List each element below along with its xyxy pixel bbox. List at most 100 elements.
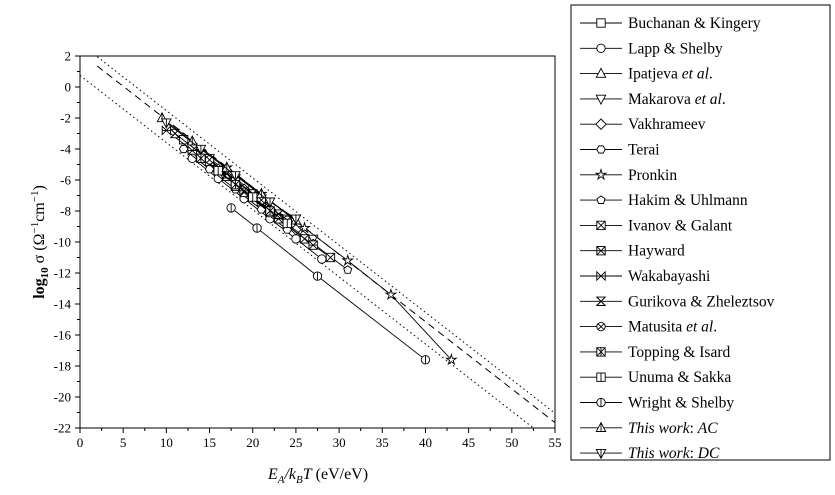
legend-label: This work: DC: [628, 445, 720, 462]
data-point: [312, 271, 323, 281]
legend-label: Vakhrameev: [628, 116, 706, 133]
legend-box: [570, 4, 831, 461]
y-tick-label: -14: [54, 297, 72, 312]
legend-entry: This work: DC: [580, 445, 720, 462]
legend-marker: [595, 296, 607, 306]
data-point: [226, 203, 236, 213]
y-tick-label: -16: [54, 328, 72, 343]
data-point: [196, 153, 206, 163]
dotted-reference-line: [96, 56, 555, 414]
legend-label: Pronkin: [628, 167, 677, 184]
legend-marker: [595, 118, 607, 131]
data-point: [308, 240, 318, 250]
data-point: [343, 265, 353, 274]
y-tick-label: 0: [65, 80, 72, 95]
legend-entry: Pronkin: [580, 167, 677, 184]
x-axis-ticks: 0 5 10 15 20 25 30 35 40 45 50 55: [77, 428, 562, 450]
legend-marker: [595, 421, 607, 432]
legend-label: Terai: [628, 142, 660, 159]
y-axis-title: log10 σ (Ω−1cm−1): [29, 185, 51, 299]
x-tick-label: 15: [203, 435, 216, 450]
legend-marker: [596, 270, 606, 282]
y-tick-label: 2: [65, 49, 72, 64]
legend-marker: [596, 220, 606, 231]
series-15: [226, 203, 431, 365]
x-tick-label: 45: [462, 435, 475, 450]
legend: Buchanan & Kingery Lapp & Shelby Ipatjeva …: [580, 15, 775, 462]
y-tick-label: -8: [60, 204, 71, 219]
x-tick-label: 5: [120, 435, 127, 450]
data-point: [213, 166, 223, 176]
data-point: [195, 144, 207, 156]
y-tick-label: -22: [54, 421, 71, 436]
data-point: [291, 234, 301, 244]
legend-marker: [596, 18, 606, 28]
legend-label: Lapp & Shelby: [628, 40, 723, 57]
legend-marker: [596, 195, 606, 204]
legend-entry: This work: AC: [580, 420, 718, 437]
x-tick-label: 35: [376, 435, 389, 450]
legend-label: Wright & Shelby: [628, 395, 734, 412]
series-line: [230, 207, 426, 361]
legend-entry: Hakim & Uhlmann: [580, 192, 748, 209]
series-17: [160, 118, 302, 225]
y-axis-ticks: 2 0 -2 -4 -6 -8 -10 -12 -14 -16 -18 -20 -22: [54, 49, 80, 436]
legend-marker: [596, 372, 606, 382]
legend-entry: Hayward: [580, 243, 685, 260]
legend-label: Topping & Isard: [628, 344, 730, 361]
legend-label: Buchanan & Kingery: [628, 15, 761, 32]
x-tick-label: 20: [246, 435, 259, 450]
legend-entry: Lapp & Shelby: [580, 40, 723, 57]
data-point: [325, 252, 336, 263]
x-tick-label: 40: [419, 435, 432, 450]
y-tick-label: -4: [60, 142, 71, 157]
data-point: [264, 197, 276, 208]
data-point: [341, 253, 355, 267]
data-point: [160, 118, 172, 129]
legend-label: Wakabayashi: [628, 268, 711, 285]
legend-label: Hakim & Uhlmann: [628, 192, 748, 209]
legend-marker: [594, 168, 608, 181]
legend-entry: Buchanan & Kingery: [580, 15, 761, 32]
legend-marker: [595, 448, 607, 460]
x-axis-title: EA/kBT (eV/eV): [267, 466, 368, 486]
legend-marker: [596, 246, 606, 256]
legend-entry: Matusita et al.: [580, 319, 717, 336]
data-point: [230, 171, 241, 182]
y-tick-label: -6: [60, 173, 71, 188]
x-tick-label: 50: [505, 435, 518, 450]
y-tick-label: -2: [60, 111, 71, 126]
series-line: [191, 157, 323, 260]
x-tick-label: 0: [77, 435, 84, 450]
data-point: [444, 353, 458, 366]
y-tick-label: -18: [54, 359, 71, 374]
data-point: [420, 355, 431, 365]
legend-entry: Wright & Shelby: [580, 395, 734, 412]
series-layer: [156, 111, 458, 366]
legend-entry: Vakhrameev: [580, 116, 706, 133]
legend-entry: Gurikova & Zheleztsov: [580, 293, 775, 310]
y-tick-label: -20: [54, 390, 71, 405]
legend-label: Ivanov & Galant: [628, 217, 733, 234]
legend-entry: Topping & Isard: [580, 344, 730, 361]
legend-entry: Wakabayashi: [580, 268, 711, 285]
legend-marker: [596, 321, 606, 332]
x-tick-label: 10: [160, 435, 173, 450]
data-point: [187, 145, 197, 156]
legend-label: Gurikova & Zheleztsov: [628, 293, 775, 310]
y-tick-label: -12: [54, 266, 71, 281]
legend-entry: Ipatjeva et al.: [580, 66, 713, 83]
legend-marker: [595, 94, 607, 106]
x-tick-label: 25: [289, 435, 302, 450]
data-point: [298, 221, 311, 234]
series-13: [196, 153, 275, 216]
legend-marker: [595, 67, 607, 78]
dotted-reference-line: [80, 74, 534, 428]
data-point: [248, 192, 258, 202]
legend-label: Unuma & Sakka: [628, 369, 731, 386]
legend-marker: [596, 43, 606, 53]
data-point: [384, 287, 398, 301]
data-point: [186, 135, 198, 146]
legend-entry: Makarova et al.: [580, 91, 726, 108]
